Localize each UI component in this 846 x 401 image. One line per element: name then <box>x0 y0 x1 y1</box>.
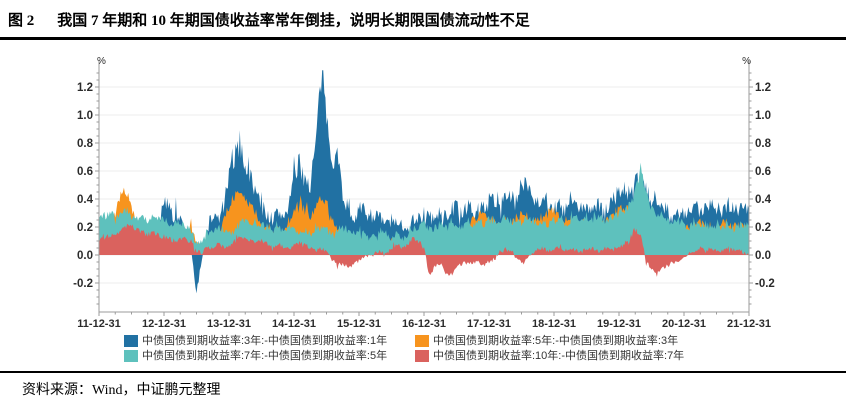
source-text: 资料来源：Wind，中证鹏元整理 <box>22 383 221 398</box>
legend-swatch-orange-icon <box>415 335 429 347</box>
svg-text:14-12-31: 14-12-31 <box>272 318 316 330</box>
svg-text:0.2: 0.2 <box>755 222 771 234</box>
svg-text:0.6: 0.6 <box>77 166 93 178</box>
legend-label: 中债国债到期收益率:7年:-中债国债到期收益率:5年 <box>142 349 388 362</box>
svg-text:20-12-31: 20-12-31 <box>662 318 706 330</box>
legend-swatch-red-icon <box>415 350 429 362</box>
svg-text:21-12-31: 21-12-31 <box>727 318 771 330</box>
svg-text:0.2: 0.2 <box>77 222 93 234</box>
figure-title-text: 我国 7 年期和 10 年期国债收益率常年倒挂，说明长期限国债流动性不足 <box>57 13 530 29</box>
svg-text:-0.2: -0.2 <box>73 278 93 290</box>
svg-text:%: % <box>742 56 751 67</box>
legend-swatch-blue-icon <box>124 335 138 347</box>
source-divider <box>0 371 846 373</box>
svg-text:0.4: 0.4 <box>77 194 94 206</box>
title-divider <box>0 37 846 40</box>
svg-text:16-12-31: 16-12-31 <box>402 318 446 330</box>
legend-swatch-teal-icon <box>124 350 138 362</box>
svg-text:0.6: 0.6 <box>755 166 771 178</box>
svg-text:1.2: 1.2 <box>755 82 771 94</box>
svg-text:0.8: 0.8 <box>755 138 772 150</box>
svg-text:1.0: 1.0 <box>755 110 771 122</box>
svg-text:0.0: 0.0 <box>77 250 93 262</box>
svg-text:19-12-31: 19-12-31 <box>597 318 641 330</box>
svg-text:13-12-31: 13-12-31 <box>207 318 251 330</box>
legend-label: 中债国债到期收益率:5年:-中债国债到期收益率:3年 <box>433 334 679 347</box>
legend-item-7y-5y: 中债国债到期收益率:7年:-中债国债到期收益率:5年 <box>124 349 387 363</box>
svg-text:1.2: 1.2 <box>77 82 93 94</box>
legend-item-3y-1y: 中债国债到期收益率:3年:-中债国债到期收益率:1年 <box>124 334 387 348</box>
svg-text:1.0: 1.0 <box>77 110 93 122</box>
svg-text:0.4: 0.4 <box>755 194 772 206</box>
svg-text:17-12-31: 17-12-31 <box>467 318 511 330</box>
svg-text:12-12-31: 12-12-31 <box>142 318 186 330</box>
figure-number: 图 2 <box>8 13 35 29</box>
svg-text:0.8: 0.8 <box>77 138 94 150</box>
figure-title: 图 2 我国 7 年期和 10 年期国债收益率常年倒挂，说明长期限国债流动性不足 <box>8 9 838 30</box>
svg-text:15-12-31: 15-12-31 <box>337 318 381 330</box>
svg-text:0.0: 0.0 <box>755 250 771 262</box>
legend-label: 中债国债到期收益率:10年:-中债国债到期收益率:7年 <box>433 349 685 362</box>
legend-item-10y-7y: 中债国债到期收益率:10年:-中债国债到期收益率:7年 <box>415 349 684 363</box>
svg-text:11-12-31: 11-12-31 <box>77 318 120 330</box>
svg-text:-0.2: -0.2 <box>755 278 775 290</box>
bond-yield-spread-chart: -0.2 -0.2 0.0 0.0 0.2 0.2 0.4 0.4 0.6 0.6 0.8 0.8 1.… <box>73 56 775 330</box>
legend-label: 中债国债到期收益率:3年:-中债国债到期收益率:1年 <box>142 334 388 347</box>
svg-text:%: % <box>97 56 106 67</box>
svg-text:18-12-31: 18-12-31 <box>532 318 576 330</box>
legend-item-5y-3y: 中债国债到期收益率:5年:-中债国债到期收益率:3年 <box>415 334 678 348</box>
